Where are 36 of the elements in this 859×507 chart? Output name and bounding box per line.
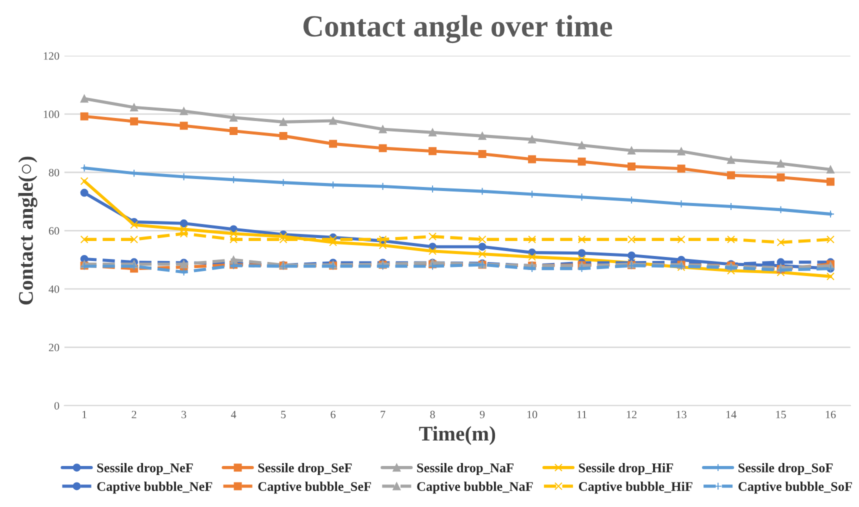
legend-label: Captive bubble_NeF [97,482,212,494]
x-tick-label: 4 [231,410,236,418]
x-tick-label: 1 [82,410,86,418]
x-tick-label: 14 [726,410,736,418]
x-tick-label: 5 [281,410,286,418]
legend-label: Sessile drop_SoF [738,463,833,475]
x-tick-label: 2 [132,410,136,418]
x-tick-label: 11 [577,410,586,418]
x-tick-label: 8 [430,410,435,418]
legend-label: Captive bubble_SeF [258,482,371,494]
x-axis-title: Time(m) [419,426,496,445]
y-tick-label: 120 [44,52,60,60]
x-tick-label: 15 [776,410,786,418]
y-tick-label: 60 [48,227,60,235]
legend-label: Captive bubble_SoF [738,482,852,494]
legend-label: Captive bubble_HiF [578,482,692,494]
x-tick-label: 12 [626,410,636,418]
x-tick-label: 3 [182,410,186,418]
y-tick-label: 20 [48,344,60,352]
legend-label: Sessile drop_SeF [258,463,352,475]
y-tick-label: 40 [48,285,60,293]
y-axis-title: Contact angle(○) [18,156,38,305]
legend-label: Sessile drop_HiF [578,463,674,475]
legend-label: Sessile drop_NeF [97,463,193,475]
x-tick-label: 9 [480,410,485,418]
legend-label: Captive bubble_NaF [417,482,533,494]
x-tick-label: 6 [330,410,336,418]
y-tick-label: 0 [54,402,60,410]
chart-title: Contact angle over time [303,15,612,44]
y-tick-label: 100 [44,110,60,118]
y-tick-label: 80 [48,168,60,176]
x-tick-label: 16 [826,410,836,418]
legend-label: Sessile drop_NaF [417,463,514,475]
x-tick-label: 10 [527,410,538,418]
x-tick-label: 13 [676,410,686,418]
x-tick-label: 7 [380,410,386,418]
